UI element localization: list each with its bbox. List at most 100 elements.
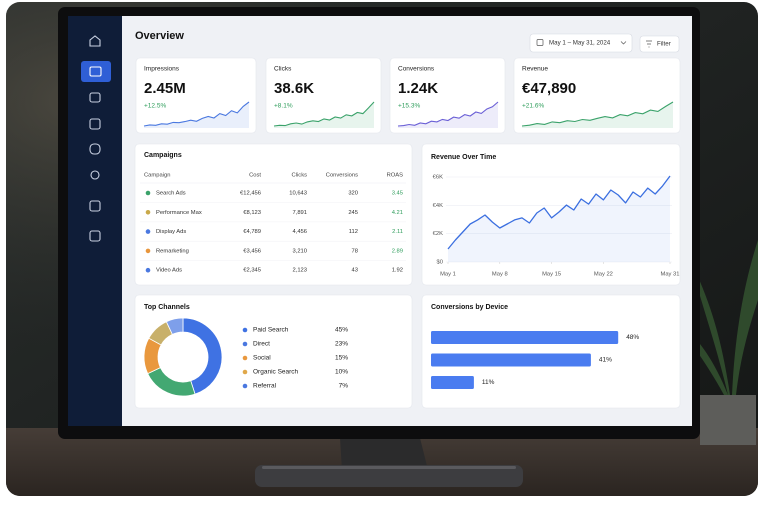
nav-active[interactable] bbox=[81, 61, 111, 82]
chevron bbox=[620, 41, 627, 45]
x-tick-label: May 1 bbox=[440, 272, 456, 278]
y-tick-label: €2K bbox=[433, 231, 443, 237]
legend-value: 15% bbox=[335, 355, 348, 362]
status-dot bbox=[145, 229, 151, 234]
kpi-delta: +12.5% bbox=[144, 103, 166, 110]
legend-dot bbox=[242, 355, 248, 361]
table-cell: 1.92 bbox=[392, 268, 403, 274]
table-cell: Display Ads bbox=[156, 229, 186, 235]
kpi-value: €47,890 bbox=[522, 80, 576, 97]
table-cell: 112 bbox=[349, 229, 358, 235]
bar-label: 41% bbox=[599, 357, 612, 364]
legend-value: 10% bbox=[335, 369, 348, 376]
bar bbox=[431, 331, 619, 344]
x-tick-label: May 22 bbox=[594, 272, 613, 278]
table-cell: €8,123 bbox=[243, 210, 261, 216]
status-dot bbox=[145, 190, 151, 196]
table-cell: Remarketing bbox=[156, 248, 189, 254]
sparkline-area bbox=[398, 102, 498, 128]
nav-icon[interactable] bbox=[89, 92, 101, 103]
nav-icon[interactable] bbox=[89, 118, 101, 130]
kpi-value: 38.6K bbox=[274, 80, 314, 97]
legend-dot bbox=[242, 341, 248, 347]
card bbox=[421, 143, 681, 286]
card-title: Campaigns bbox=[144, 152, 182, 159]
status-dot bbox=[145, 248, 151, 254]
sparkline-area bbox=[144, 102, 249, 128]
table-cell: €4,789 bbox=[243, 229, 261, 235]
bar bbox=[431, 376, 474, 389]
table-cell: Search Ads bbox=[156, 191, 186, 197]
nav-icon[interactable] bbox=[89, 143, 101, 155]
legend-value: 23% bbox=[335, 341, 348, 348]
nav-icon[interactable] bbox=[89, 230, 101, 242]
table-cell: 245 bbox=[348, 210, 358, 216]
table-cell: Performance Max bbox=[156, 210, 202, 216]
kpi-delta: +8.1% bbox=[274, 103, 293, 110]
table-cell: 7,891 bbox=[292, 210, 307, 216]
status-dot bbox=[145, 210, 151, 215]
y-tick-label: $0 bbox=[437, 260, 443, 266]
date-range: May 1 – May 31, 2024 bbox=[549, 40, 611, 47]
card-title: Revenue Over Time bbox=[431, 154, 496, 161]
bar bbox=[431, 353, 591, 367]
kpi-value: 1.24K bbox=[398, 80, 438, 97]
kpi-label: Clicks bbox=[274, 66, 292, 73]
donut-segment bbox=[165, 317, 184, 335]
calendar-icon bbox=[536, 39, 544, 46]
x-tick-label: May 15 bbox=[542, 272, 561, 278]
x-tick-label: May 31 bbox=[660, 272, 679, 278]
y-tick-label: €6K bbox=[433, 175, 443, 181]
nav-icon[interactable] bbox=[89, 66, 102, 77]
sparkline bbox=[273, 101, 375, 127]
legend-value: 45% bbox=[335, 327, 348, 334]
nav-icon[interactable] bbox=[89, 35, 101, 47]
date-picker[interactable] bbox=[529, 33, 633, 53]
legend-label: Organic Search bbox=[253, 369, 299, 376]
sparkline bbox=[521, 101, 674, 127]
column-header: ROAS bbox=[387, 173, 404, 179]
kpi-delta: +15.3% bbox=[398, 103, 420, 110]
card bbox=[134, 143, 413, 286]
bar-label: 48% bbox=[626, 334, 639, 341]
table-cell: 43 bbox=[352, 268, 358, 274]
table-cell: 320 bbox=[348, 191, 358, 197]
nav-icon[interactable] bbox=[90, 170, 100, 180]
legend-label: Social bbox=[253, 355, 271, 362]
screen: Overview May 1 – May 31, 2024 Filter Impres… bbox=[68, 16, 692, 426]
table-cell: €12,456 bbox=[240, 191, 261, 197]
card bbox=[265, 57, 382, 134]
legend-label: Direct bbox=[253, 341, 270, 348]
column-header: Clicks bbox=[292, 173, 308, 179]
table-cell: 2.89 bbox=[392, 248, 403, 254]
table-cell: €2,345 bbox=[243, 268, 261, 274]
sidebar-nav bbox=[81, 35, 111, 242]
x-tick-label: May 8 bbox=[492, 272, 508, 278]
sparkline-area bbox=[274, 102, 374, 128]
status-dot bbox=[145, 267, 151, 273]
sparkline bbox=[397, 101, 499, 127]
kpi-label: Impressions bbox=[144, 66, 180, 73]
table-cell: Video Ads bbox=[156, 268, 182, 274]
table-cell: 78 bbox=[352, 248, 358, 254]
table-cell: 3,210 bbox=[292, 248, 307, 254]
legend-label: Paid Search bbox=[253, 327, 289, 334]
table-cell: 10,643 bbox=[289, 191, 307, 197]
monitor-base bbox=[255, 465, 523, 487]
legend-label: Referral bbox=[253, 383, 277, 390]
table-cell: 2,123 bbox=[292, 268, 307, 274]
card bbox=[421, 294, 681, 409]
donut-segment bbox=[182, 317, 223, 395]
card-title: Conversions by Device bbox=[431, 304, 508, 311]
legend-value: 7% bbox=[339, 383, 349, 390]
filter-button[interactable] bbox=[639, 35, 680, 53]
column-header: Cost bbox=[249, 173, 261, 179]
legend-dot bbox=[242, 327, 248, 333]
nav-icon[interactable] bbox=[89, 200, 101, 212]
filter-icon bbox=[646, 40, 652, 48]
base-highlight bbox=[262, 466, 516, 469]
card bbox=[389, 57, 506, 134]
legend-dot bbox=[242, 369, 248, 375]
